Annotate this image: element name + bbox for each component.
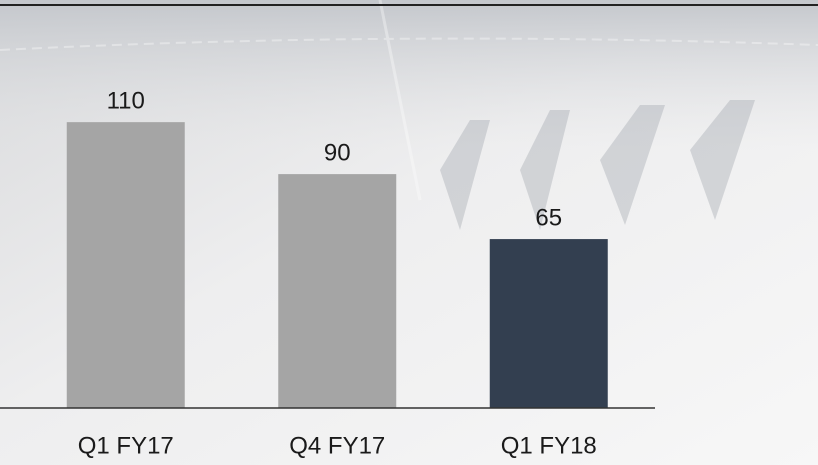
bar (489, 239, 608, 408)
x-tick-label: Q4 FY17 (289, 432, 385, 459)
data-label: 90 (324, 139, 351, 166)
x-tick-label: Q1 FY17 (78, 432, 174, 459)
data-label: 65 (535, 204, 562, 231)
data-label: 110 (107, 87, 145, 114)
background-decor (0, 0, 818, 230)
bar (66, 122, 185, 408)
bar (278, 174, 397, 408)
x-tick-label: Q1 FY18 (501, 432, 597, 459)
